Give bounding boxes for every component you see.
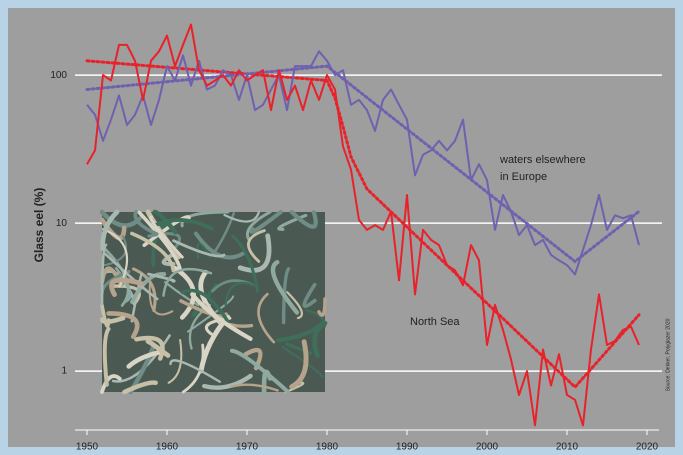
x-tick-label: 1970 [236,442,259,453]
y-axis-label: Glass eel (%) [32,188,46,263]
chart: Glass eel (%) 1 10 100 1950 1960 1970 1980 199… [0,0,683,455]
annotation: waters elsewhere [499,154,586,166]
y-tick-label: 10 [56,218,68,229]
x-tick-label: 2000 [476,442,499,453]
y-tick-label: 100 [50,70,67,81]
eel-photo [102,212,325,392]
annotation: in Europe [500,171,547,183]
x-tick-label: 1960 [156,442,179,453]
page: Glass eel (%) 1 10 100 1950 1960 1970 1980 199… [0,0,683,455]
y-tick-label: 1 [61,366,67,377]
x-tick-label: 2010 [556,442,579,453]
annotation: North Sea [410,316,460,328]
x-tick-label: 1950 [76,442,99,453]
x-tick-label: 2020 [636,442,659,453]
x-tick-label: 1990 [396,442,419,453]
source-note: Source: Dekker, Polyglazer 2020 [665,318,671,391]
x-tick-label: 1980 [316,442,339,453]
